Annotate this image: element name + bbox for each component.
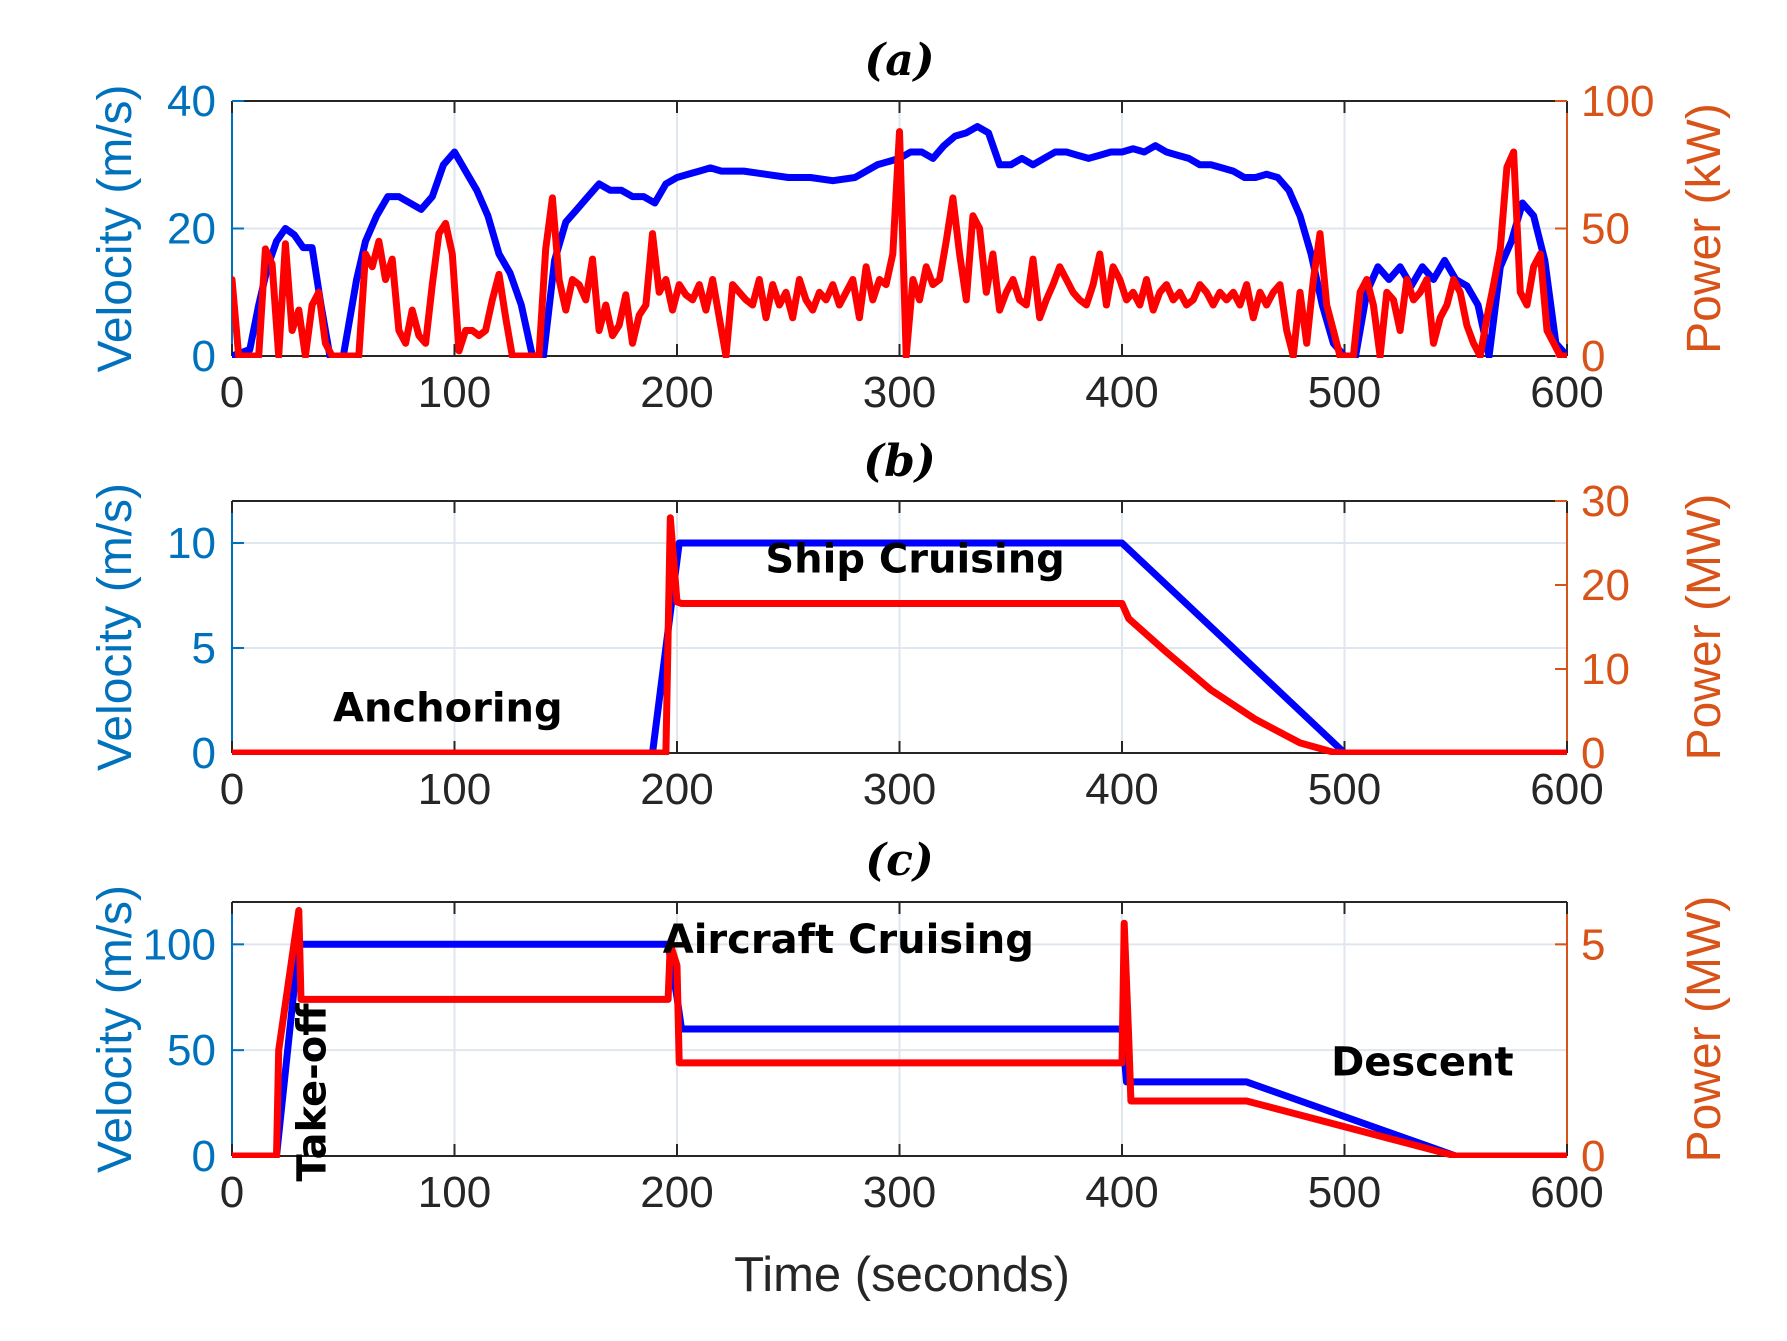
annotation-take-off: Take-off (289, 1003, 335, 1182)
series-line-power (232, 514, 1567, 755)
y-tick-label-left: 10 (167, 519, 216, 568)
y-tick-label-right: 5 (1581, 920, 1605, 969)
x-tick-label: 400 (1085, 1168, 1158, 1217)
x-tick-label: 300 (863, 1168, 936, 1217)
x-tick-label: 500 (1308, 765, 1381, 814)
x-tick-label: 400 (1085, 765, 1158, 814)
y-axis-label-left: Velocity (m/s) (89, 885, 142, 1173)
x-tick-label: 100 (418, 1168, 491, 1217)
y-axis-label-right: Power (kW) (1678, 103, 1731, 354)
x-tick-label: 100 (418, 368, 491, 417)
y-tick-label-right: 10 (1581, 645, 1630, 694)
x-tick-label: 600 (1530, 368, 1603, 417)
series-line-power (232, 128, 1567, 358)
x-tick-label: 500 (1308, 1168, 1381, 1217)
y-tick-label-left: 40 (167, 77, 216, 126)
x-tick-label: 300 (863, 765, 936, 814)
y-tick-label-right: 50 (1581, 205, 1630, 254)
annotation-anchoring: Anchoring (333, 686, 563, 732)
y-tick-label-left: 0 (192, 1132, 216, 1181)
x-tick-label: 200 (640, 368, 713, 417)
y-axis-label-right: Power (MW) (1678, 494, 1731, 761)
y-tick-label-left: 0 (192, 332, 216, 381)
x-axis-label: Time (seconds) (734, 1248, 1070, 1302)
x-tick-label: 0 (220, 765, 244, 814)
x-tick-label: 0 (220, 1168, 244, 1217)
y-tick-label-right: 0 (1581, 332, 1605, 381)
y-axis-label-left: Velocity (m/s) (89, 84, 142, 372)
y-tick-label-right: 0 (1581, 729, 1605, 778)
panel-title: (c) (865, 835, 933, 886)
y-tick-label-right: 0 (1581, 1132, 1605, 1181)
annotation-aircraft-cruising: Aircraft Cruising (663, 917, 1034, 963)
y-tick-label-left: 5 (192, 624, 216, 673)
y-tick-label-right: 100 (1581, 77, 1654, 126)
y-tick-label-left: 20 (167, 205, 216, 254)
x-tick-label: 400 (1085, 368, 1158, 417)
y-axis-label-left: Velocity (m/s) (89, 483, 142, 771)
x-tick-label: 600 (1530, 765, 1603, 814)
x-tick-label: 200 (640, 765, 713, 814)
panel-title: (a) (864, 35, 934, 86)
x-tick-label: 600 (1530, 1168, 1603, 1217)
y-tick-label-left: 100 (143, 920, 216, 969)
y-tick-label-right: 20 (1581, 561, 1630, 610)
annotation-descent: Descent (1331, 1040, 1514, 1086)
panel-title: (b) (863, 436, 935, 487)
y-tick-label-right: 30 (1581, 477, 1630, 526)
x-tick-label: 100 (418, 765, 491, 814)
x-tick-label: 300 (863, 368, 936, 417)
annotation-ship-cruising: Ship Cruising (765, 536, 1064, 582)
y-tick-label-left: 50 (167, 1026, 216, 1075)
x-tick-label: 0 (220, 368, 244, 417)
series-line-power (232, 907, 1567, 1158)
x-tick-label: 200 (640, 1168, 713, 1217)
y-tick-label-left: 0 (192, 729, 216, 778)
y-axis-label-right: Power (MW) (1678, 896, 1731, 1163)
x-tick-label: 500 (1308, 368, 1381, 417)
